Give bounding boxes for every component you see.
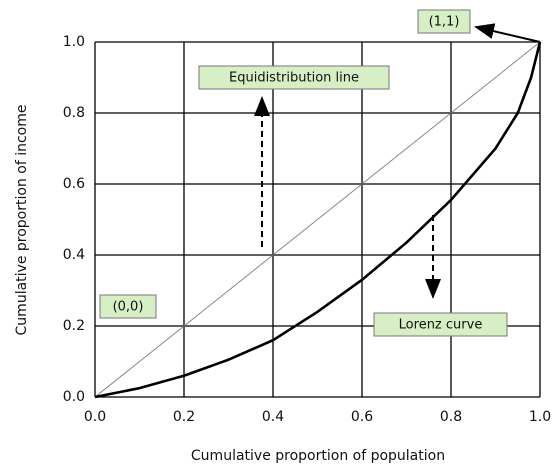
x-tick-label: 0.0: [84, 409, 106, 425]
annotation-text: (1,1): [429, 15, 460, 30]
y-tick-label: 0.8: [63, 105, 85, 121]
y-tick-label: 0.0: [63, 389, 85, 405]
x-tick-label: 1.0: [529, 409, 551, 425]
annotation-box: [99, 294, 157, 319]
x-tick-label: 0.2: [173, 409, 195, 425]
line: [94, 41, 542, 399]
annotation-text: Equidistribution line: [229, 71, 359, 86]
annotation-box: [373, 312, 508, 337]
x-tick-label: 0.6: [351, 409, 373, 425]
y-tick-label: 1.0: [63, 34, 85, 50]
annotation-box: [417, 9, 471, 34]
y-tick-label: 0.6: [63, 176, 85, 192]
line: [94, 41, 541, 398]
y-tick-label: 0.2: [63, 318, 85, 334]
x-axis-title: Cumulative proportion of population: [191, 448, 445, 464]
x-tick-label: 0.8: [440, 409, 462, 425]
annotation-box: [198, 65, 390, 90]
annotation-text: Lorenz curve: [399, 318, 483, 333]
x-tick-label: 0.4: [262, 409, 284, 425]
annotation: Lorenz curve: [373, 312, 508, 337]
y-tick-label: 0.4: [63, 247, 85, 263]
annotation: (1,1): [417, 9, 471, 34]
y-axis-title: Cumulative proportion of income: [14, 105, 30, 336]
annotation-text: (0,0): [113, 300, 144, 315]
annotation: (0,0): [99, 294, 157, 319]
annotation: Equidistribution line: [198, 65, 390, 90]
arrow: [474, 23, 541, 43]
